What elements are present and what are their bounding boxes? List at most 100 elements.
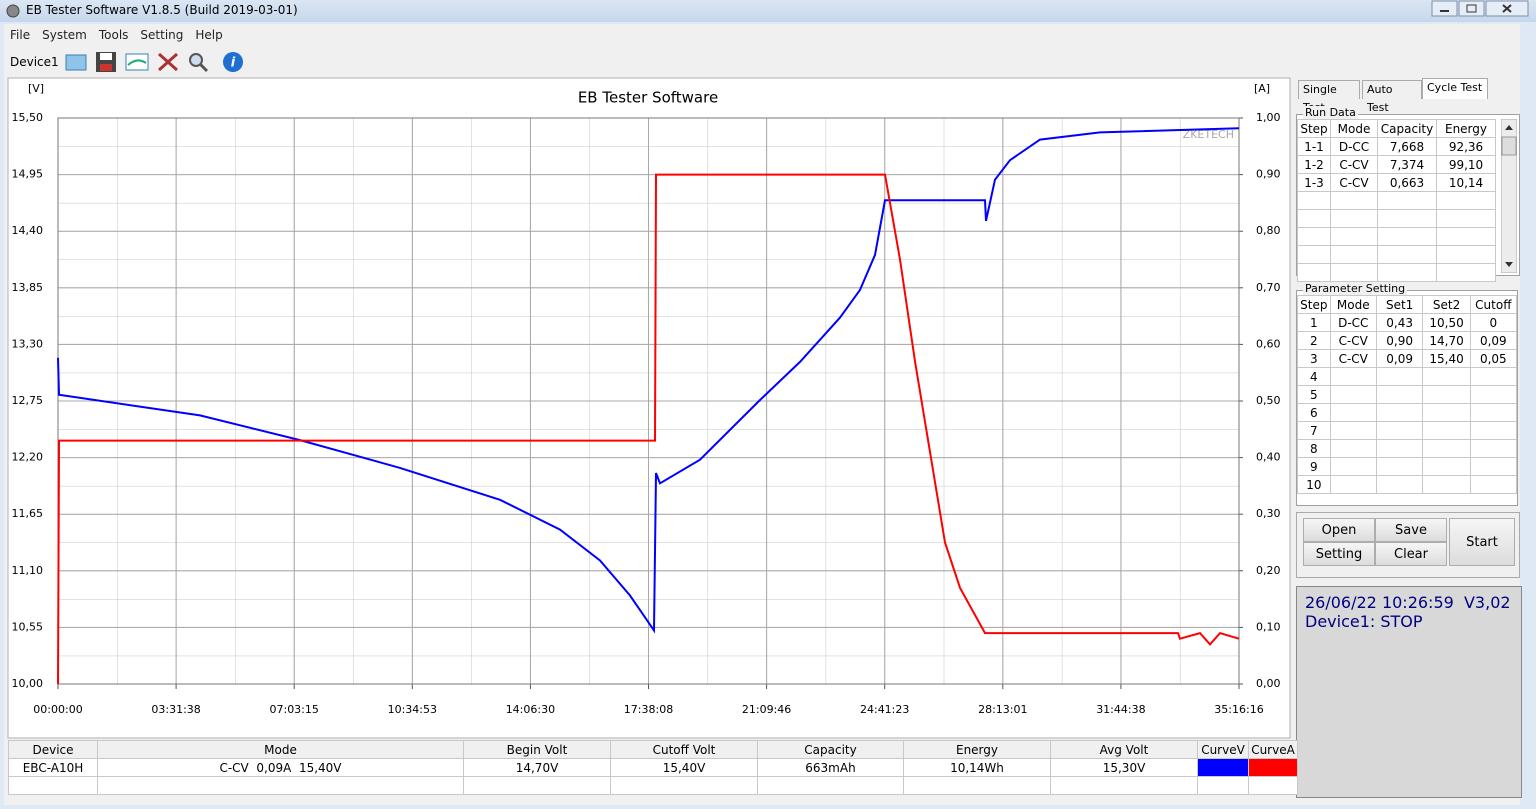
table-cell <box>1329 439 1377 458</box>
table-cell <box>1436 191 1496 210</box>
table-cell: 0,05 <box>1469 349 1518 368</box>
menu-item[interactable]: System <box>42 28 87 42</box>
table-cell <box>1377 263 1437 282</box>
scrollbar[interactable] <box>1501 119 1517 273</box>
menu-item[interactable]: Tools <box>98 28 129 42</box>
table-row: 6 <box>1297 403 1518 422</box>
table-cell <box>1197 776 1249 795</box>
table-cell: 2 <box>1297 331 1331 350</box>
table-cell <box>1436 245 1496 264</box>
table-cell <box>1422 475 1471 494</box>
table-cell: D-CC <box>1329 313 1377 332</box>
table-cell <box>1329 385 1377 404</box>
table-cell <box>463 776 611 795</box>
table-cell <box>1330 263 1378 282</box>
header-cell: Cutoff <box>1469 295 1518 314</box>
header-cell: Device <box>8 740 98 759</box>
table-cell: 0,43 <box>1375 313 1424 332</box>
x-tick-label: 21:09:46 <box>742 703 791 716</box>
value-cell: 14,70V <box>463 758 611 777</box>
table-row: 1-3 C-CV 0,663 10,14 <box>1297 173 1496 192</box>
table-cell <box>757 776 904 795</box>
window-controls[interactable] <box>1430 0 1530 18</box>
y-tick-label: 13,30 <box>12 337 44 350</box>
header-cell: Mode <box>97 740 464 759</box>
group-label: Run Data <box>1303 106 1358 119</box>
table-cell <box>1297 227 1331 246</box>
table-cell <box>1436 227 1496 246</box>
table-cell <box>1377 245 1437 264</box>
toolbar: Device1 i <box>4 48 1520 76</box>
table-cell: 7,668 <box>1377 137 1437 156</box>
setting-button[interactable]: Setting <box>1303 542 1375 566</box>
table-cell <box>1469 421 1518 440</box>
table-row: 1 D-CC 0,43 10,50 0 <box>1297 313 1518 332</box>
menu-item[interactable]: File <box>10 28 31 42</box>
table-row: 5 <box>1297 385 1518 404</box>
y2-tick-label: 0,00 <box>1256 677 1281 690</box>
header-cell: Step <box>1297 295 1331 314</box>
table-cell <box>1436 209 1496 228</box>
table-row: 10 <box>1297 475 1518 494</box>
data-line <box>57 173 1240 685</box>
table-cell <box>1297 245 1331 264</box>
start-button[interactable]: Start <box>1449 518 1515 566</box>
header-cell: Cutoff Volt <box>610 740 758 759</box>
table-cell <box>1375 385 1424 404</box>
y-tick-label: 11,65 <box>12 507 44 520</box>
table-cell <box>1330 191 1378 210</box>
header-cell: Set1 <box>1375 295 1424 314</box>
menu-item[interactable]: Setting <box>140 28 184 42</box>
table-cell: D-CC <box>1330 137 1378 156</box>
table-cell <box>1377 227 1437 246</box>
value-cell: EBC-A10H <box>8 758 98 777</box>
toolbar-icons[interactable]: i <box>62 49 252 75</box>
button-panel: Open Save Setting Clear Start <box>1296 512 1520 578</box>
y-tick-label: 14,40 <box>12 224 44 237</box>
y2-tick-label: 0,90 <box>1256 168 1281 181</box>
header-cell: Capacity <box>757 740 904 759</box>
legend-swatch <box>1248 758 1298 777</box>
table-row <box>1297 227 1496 246</box>
table-cell <box>1469 457 1518 476</box>
tab[interactable]: Auto Test <box>1362 80 1422 114</box>
table-cell: 1-2 <box>1297 155 1331 174</box>
chart: EB Tester Software [V] [A] ZKETECH 10,00… <box>7 77 1291 739</box>
table-cell: 0 <box>1469 313 1518 332</box>
header-cell: Energy <box>903 740 1051 759</box>
y-tick-label: 10,55 <box>12 620 44 633</box>
menu-bar: File System Tools Setting Help <box>4 26 229 46</box>
device-label: Device1 <box>10 55 59 69</box>
table-cell: C-CV <box>1329 349 1377 368</box>
table-cell: 4 <box>1297 367 1331 386</box>
table-cell <box>1329 475 1377 494</box>
data-table: Step Mode Capacity Energy 1-1 D-CC 7,668 92,36 1… <box>1297 119 1496 282</box>
table-cell: 9 <box>1297 457 1331 476</box>
open-button[interactable]: Open <box>1303 518 1375 542</box>
y2-axis-unit: [A] <box>1254 82 1270 95</box>
app-icon <box>6 4 20 18</box>
table-cell <box>1469 385 1518 404</box>
y-tick-label: 12,75 <box>12 394 44 407</box>
chart-title: EB Tester Software <box>578 89 718 107</box>
tab[interactable]: Single Test <box>1298 80 1360 114</box>
y-tick-label: 14,95 <box>12 168 44 181</box>
table-cell: 1 <box>1297 313 1331 332</box>
save-button[interactable]: Save <box>1375 518 1447 542</box>
clear-button[interactable]: Clear <box>1375 542 1447 566</box>
y2-tick-label: 1,00 <box>1256 111 1281 124</box>
table-cell <box>1375 475 1424 494</box>
header-cell: Avg Volt <box>1050 740 1198 759</box>
header-row: Step Mode Capacity Energy <box>1297 119 1496 138</box>
x-tick-label: 31:44:38 <box>1096 703 1145 716</box>
header-cell: Energy <box>1436 119 1496 138</box>
menu-item[interactable]: Help <box>195 28 223 42</box>
table-cell <box>1330 209 1378 228</box>
table-cell: 99,10 <box>1436 155 1496 174</box>
table-cell: 14,70 <box>1422 331 1471 350</box>
data-line <box>57 127 1240 634</box>
tab[interactable]: Cycle Test <box>1422 78 1488 99</box>
header-cell: Begin Volt <box>463 740 611 759</box>
y-tick-label: 11,10 <box>12 564 44 577</box>
value-cell: 15,40V <box>610 758 758 777</box>
